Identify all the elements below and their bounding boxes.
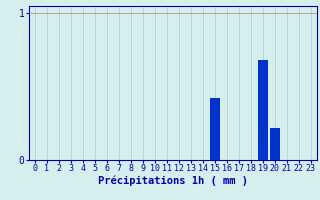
X-axis label: Précipitations 1h ( mm ): Précipitations 1h ( mm )	[98, 176, 248, 186]
Bar	[210, 98, 220, 160]
Bar	[270, 128, 280, 160]
Bar	[258, 60, 268, 160]
